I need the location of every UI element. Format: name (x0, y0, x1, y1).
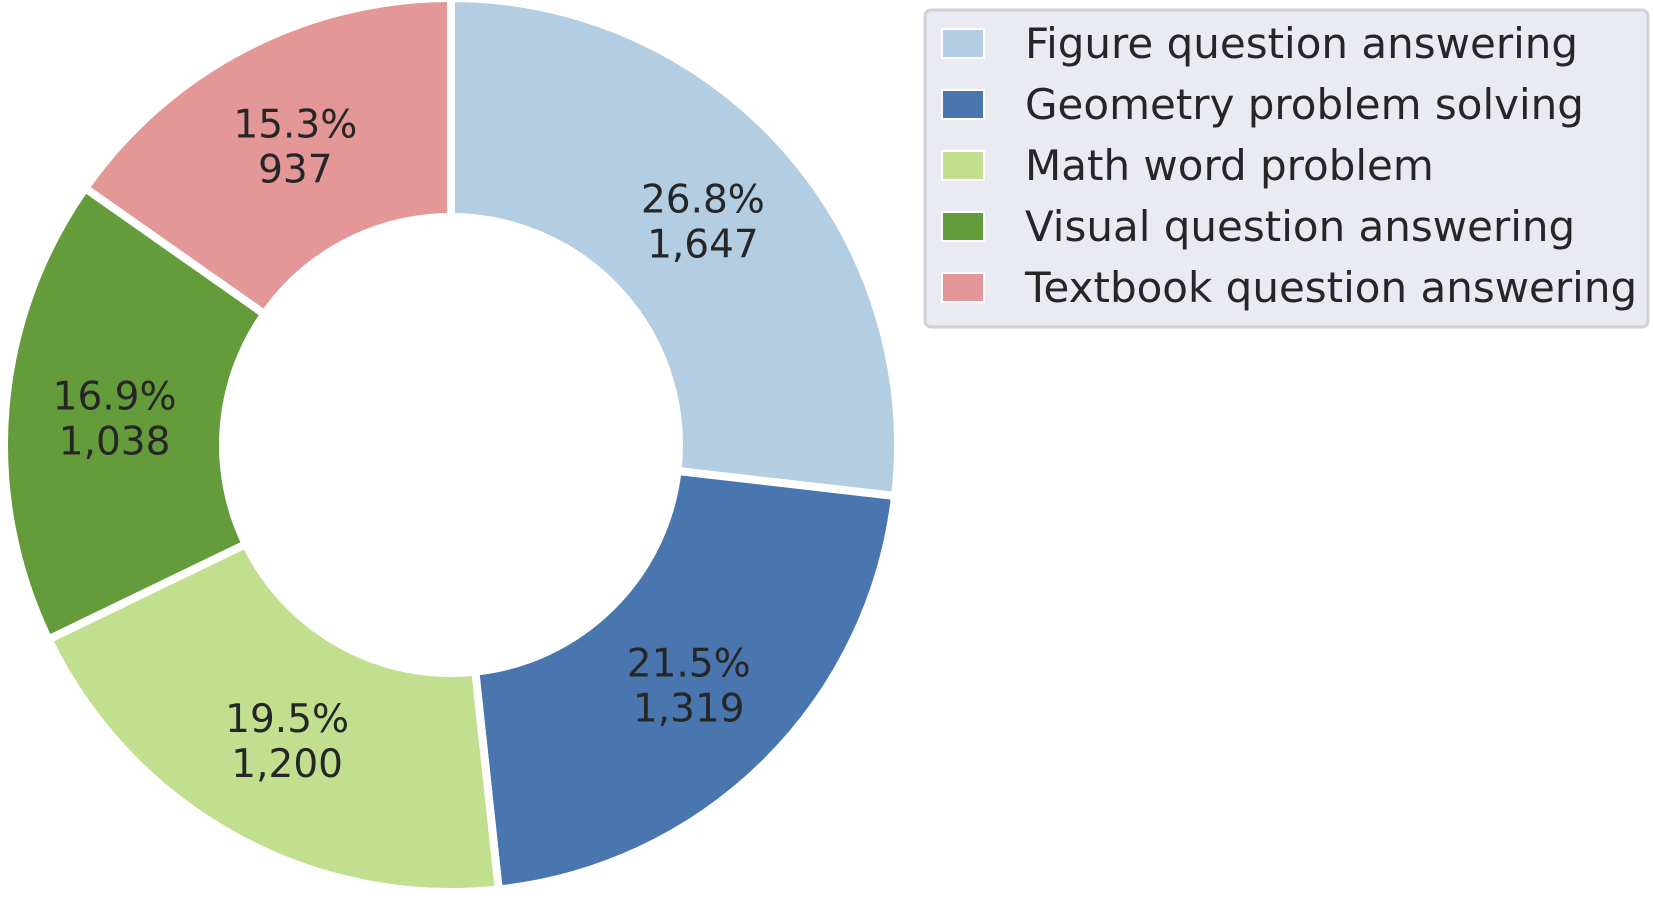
legend-swatch-geometry-problem-solving (941, 89, 985, 120)
legend-label-math-word-problem: Math word problem (1025, 141, 1434, 190)
legend-label-geometry-problem-solving: Geometry problem solving (1025, 80, 1584, 129)
slice-label-geometry-problem-solving: 21.5% 1,319 (627, 642, 751, 732)
legend-items: Figure question answering Geometry proble… (941, 19, 1637, 312)
slice-count: 937 (258, 148, 332, 193)
slice-figure-question-answering (447, 0, 902, 501)
legend-frame (923, 8, 1650, 329)
legend-label-figure-question-answering: Figure question answering (1025, 19, 1578, 68)
slice-math-word-problem (43, 538, 504, 896)
slice-percent: 15.3% (233, 103, 357, 148)
slice-textbook-question-answering (79, 0, 455, 320)
slice-label-visual-question-answering: 16.9% 1,038 (53, 375, 177, 465)
legend-label-visual-question-answering: Visual question answering (1025, 202, 1575, 251)
slice-percent: 21.5% (627, 642, 751, 687)
slice-count: 1,319 (633, 687, 745, 732)
slice-visual-question-answering (0, 182, 270, 645)
slice-label-figure-question-answering: 26.8% 1,647 (641, 177, 765, 267)
slice-label-math-word-problem: 19.5% 1,200 (225, 697, 349, 787)
slices-group (0, 0, 902, 896)
slice-percent: 19.5% (225, 697, 349, 742)
legend-swatch-visual-question-answering (941, 211, 985, 242)
legend-swatch-figure-question-answering (941, 28, 985, 59)
legend-swatch-math-word-problem (941, 150, 985, 181)
slice-label-textbook-question-answering: 15.3% 937 (233, 103, 357, 193)
slice-count: 1,038 (59, 420, 171, 465)
slice-count: 1,647 (647, 222, 759, 267)
slice-percent: 16.9% (53, 375, 177, 420)
legend-label-textbook-question-answering: Textbook question answering (1024, 263, 1637, 312)
slice-count: 1,200 (231, 742, 343, 787)
slice-geometry-problem-solving (470, 466, 900, 894)
legend: Figure question answering Geometry proble… (923, 8, 1650, 329)
slice-labels-group: 26.8% 1,647 21.5% 1,319 19.5% 1,200 16.9% 1,038… (53, 103, 765, 788)
legend-swatch-textbook-question-answering (941, 272, 985, 303)
slice-percent: 26.8% (641, 177, 765, 222)
